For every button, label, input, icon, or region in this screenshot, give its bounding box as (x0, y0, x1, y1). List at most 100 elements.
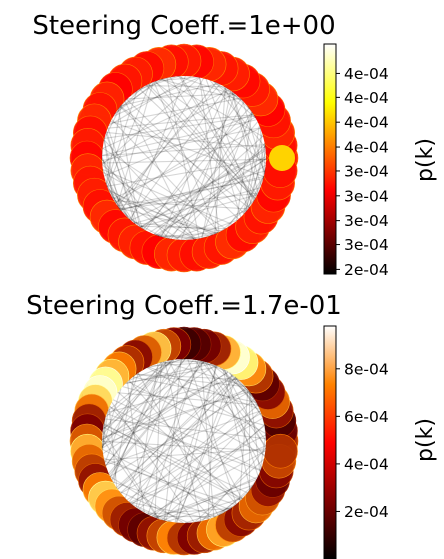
panel-2-edge (132, 376, 257, 403)
panel-2-edge (247, 480, 256, 493)
panel-1-edge (106, 158, 267, 187)
panel-2-edge (108, 407, 118, 489)
panel-1-edge (145, 98, 242, 231)
panel-1-edge (106, 185, 122, 212)
panel-2-edge (116, 376, 237, 489)
panel-2-edge (104, 372, 140, 464)
panel-1-edge (157, 158, 267, 237)
panel-2-edge (101, 388, 122, 449)
panel-1-edge (226, 87, 251, 110)
panel-1-edge (107, 188, 195, 240)
panel-1-edge (223, 86, 266, 173)
panel-1-edge (160, 88, 228, 238)
panel-2-edge (249, 392, 261, 473)
panel-1-edge (145, 85, 225, 88)
panel-1-edge (178, 75, 255, 201)
panel-1-colorbar-tick-label: 2e-04 (344, 261, 389, 279)
panel-1-edge (104, 178, 136, 225)
panel-2-title: Steering Coeff.=1.7e-01 (26, 291, 342, 321)
panel-2-edge (136, 360, 202, 509)
panel-1-edge (116, 97, 129, 112)
panel-1-edge (101, 159, 169, 239)
panel-2-edge (102, 430, 160, 520)
panel-1-edge (117, 205, 122, 211)
panel-2: Steering Coeff.=1.7e-01 2e-04 4e-04 6e-04 8… (26, 291, 438, 559)
panel-1-edge (109, 97, 241, 124)
panel-2-edge (101, 388, 248, 446)
panel-1-edge (154, 81, 267, 164)
panel-2-edge (248, 391, 260, 408)
panel-1-edge (155, 76, 198, 82)
panel-2-network-lines (101, 358, 267, 524)
panel-1-edge (124, 100, 195, 240)
panel-2-edge (120, 412, 262, 494)
panel-1-inner-disc (102, 76, 266, 240)
panel-2-edge (148, 366, 260, 410)
panel-1-edge (210, 234, 213, 237)
panel-1-edge (118, 78, 164, 110)
panel-1-edge (120, 105, 250, 209)
panel-1-edge (120, 78, 205, 212)
panel-1-edge (243, 151, 267, 214)
panel-1-edge (101, 93, 235, 164)
panel-2-edge (111, 360, 167, 481)
panel-2-edge (238, 389, 249, 502)
panel-2-edge (206, 361, 267, 441)
panel-2-edge (102, 426, 241, 501)
panel-2-edge (109, 405, 212, 519)
panel-1-edge (119, 192, 259, 210)
panel-2-colorbar-gradient (324, 326, 336, 559)
panel-1-edge (134, 89, 140, 93)
panel-1: Steering Coeff.=1e+00 2e-04 3e-04 3e-04 3e-… (32, 11, 438, 279)
panel-2-edge (128, 379, 237, 505)
panel-2-edge (108, 361, 205, 476)
panel-2-edge (126, 417, 264, 501)
panel-2-edge (148, 450, 266, 516)
panel-2-edge (162, 361, 245, 387)
panel-2-edge (223, 369, 267, 450)
panel-2-edge (259, 433, 267, 472)
panel-1-edge (103, 139, 121, 210)
panel-2-colorbar-ticks: 2e-04 4e-04 6e-04 8e-04 (336, 360, 389, 521)
panel-2-edge (101, 409, 109, 449)
panel-1-colorbar-tick-label: 3e-04 (344, 162, 389, 180)
panel-2-edge (159, 360, 203, 364)
panel-1-edge (246, 105, 257, 119)
panel-1-edge (103, 171, 214, 236)
panel-1-edge (120, 83, 219, 107)
panel-1-edge (120, 175, 265, 211)
panel-2-edge (106, 378, 238, 413)
panel-2-edge (124, 358, 183, 499)
panel-1-colorbar: 2e-04 3e-04 3e-04 3e-04 3e-04 4e-04 4e-04 4e-04… (323, 43, 438, 279)
panel-1-edge (103, 138, 113, 198)
panel-1-edge (111, 119, 220, 233)
panel-1-edge (105, 90, 138, 185)
panel-2-edge (106, 413, 261, 472)
panel-1-edge (101, 119, 257, 156)
panel-1-edge (130, 156, 267, 221)
panel-1-edge (115, 83, 221, 204)
panel-1-edge (167, 146, 266, 239)
panel-1-edge (107, 127, 144, 229)
panel-1-colorbar-tick-label: 4e-04 (344, 139, 389, 157)
panel-1-colorbar-frame (323, 43, 337, 275)
panel-1-edge (126, 98, 245, 214)
panel-2-edge (109, 406, 257, 480)
panel-2-edge (105, 359, 174, 418)
panel-1-edge (101, 157, 129, 219)
panel-1-network-lines (101, 75, 267, 241)
panel-2-edge (184, 507, 232, 524)
panel-1-edge (231, 91, 262, 186)
panel-2-edge (136, 373, 239, 381)
panel-1-colorbar-tick-label: 3e-04 (344, 236, 389, 254)
panel-2-edge (174, 365, 217, 523)
panel-2-edge (175, 377, 237, 523)
panel-2-edge (125, 366, 219, 384)
panel-1-edge (214, 81, 243, 102)
panel-1-colorbar-label: p(k) (413, 138, 438, 182)
panel-1-edge (200, 112, 253, 239)
panel-2-edge (112, 399, 261, 471)
panel-1-edge (138, 225, 226, 230)
panel-1-edge (160, 78, 242, 101)
panel-1-edge (161, 232, 219, 238)
